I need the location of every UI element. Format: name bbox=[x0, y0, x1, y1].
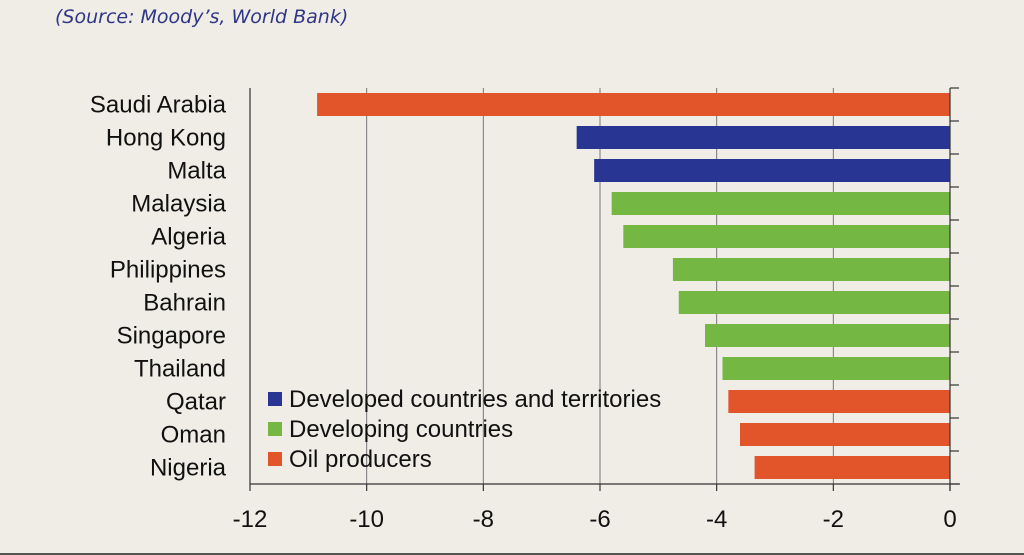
category-label: Nigeria bbox=[150, 455, 227, 482]
category-label: Saudi Arabia bbox=[90, 92, 227, 119]
bar bbox=[672, 258, 950, 281]
x-tick-labels: -12 -10 -8 -6 -4 -2 0 bbox=[233, 506, 957, 533]
category-label: Hong Kong bbox=[106, 125, 226, 152]
x-tick-label: 0 bbox=[943, 506, 956, 533]
category-label: Qatar bbox=[166, 389, 226, 416]
bar bbox=[576, 126, 950, 149]
bar bbox=[754, 456, 950, 479]
legend-swatch bbox=[268, 392, 282, 406]
legend-swatch bbox=[268, 422, 282, 436]
legend-label: Developing countries bbox=[289, 416, 513, 443]
category-label: Thailand bbox=[134, 356, 226, 383]
bottom-rule bbox=[0, 553, 1024, 555]
bars bbox=[317, 93, 950, 479]
bar bbox=[317, 93, 950, 116]
bar bbox=[678, 291, 950, 314]
x-tick-label: -10 bbox=[349, 506, 384, 533]
category-label: Philippines bbox=[110, 257, 226, 284]
x-tick-label: -8 bbox=[473, 506, 494, 533]
bar bbox=[705, 324, 950, 347]
legend-label: Developed countries and territories bbox=[289, 386, 661, 413]
bar bbox=[722, 357, 950, 380]
bar bbox=[594, 159, 950, 182]
category-labels: Saudi Arabia Hong Kong Malta Malaysia Algeri… bbox=[90, 92, 227, 482]
bar bbox=[611, 192, 950, 215]
bar bbox=[728, 390, 950, 413]
category-label: Malta bbox=[167, 158, 226, 185]
x-tick-label: -6 bbox=[589, 506, 610, 533]
category-label: Algeria bbox=[151, 224, 226, 251]
category-label: Malaysia bbox=[131, 191, 226, 218]
x-tick-label: -12 bbox=[233, 506, 268, 533]
category-label: Bahrain bbox=[143, 290, 226, 317]
category-label: Singapore bbox=[117, 323, 226, 350]
gridlines bbox=[366, 88, 834, 484]
legend-label: Oil producers bbox=[289, 446, 432, 473]
category-label: Oman bbox=[161, 422, 226, 449]
axes bbox=[249, 87, 960, 491]
legend-swatch bbox=[268, 452, 282, 466]
legend: Developed countries and territories Devel… bbox=[268, 386, 661, 473]
source-note: (Source: Moody’s, World Bank) bbox=[55, 6, 349, 28]
x-tick-label: -2 bbox=[823, 506, 844, 533]
bar bbox=[623, 225, 950, 248]
x-tick-label: -4 bbox=[706, 506, 727, 533]
bar bbox=[740, 423, 950, 446]
